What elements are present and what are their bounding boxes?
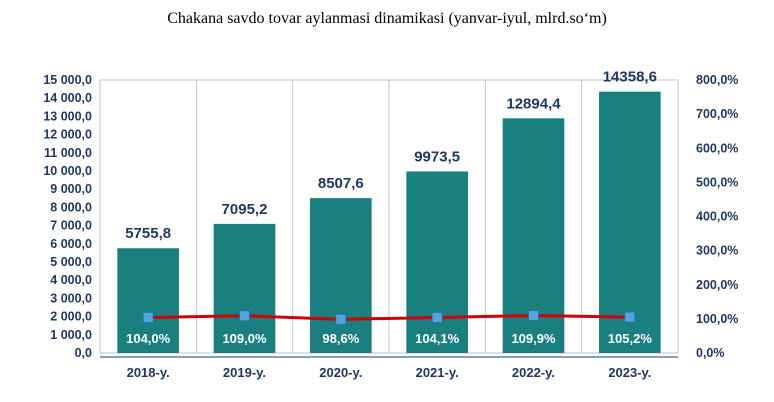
- left-axis-tick-label: 8 000,0: [50, 200, 92, 214]
- left-axis-tick-label: 14 000,0: [43, 91, 92, 105]
- right-axis-tick-label: 100,0%: [696, 312, 738, 326]
- right-axis-tick-label: 800,0%: [696, 73, 738, 87]
- left-axis-tick-label: 6 000,0: [50, 237, 92, 251]
- left-axis-tick-label: 4 000,0: [50, 273, 92, 287]
- right-axis-tick-label: 700,0%: [696, 107, 738, 121]
- bar-value-label: 12894,4: [506, 95, 561, 112]
- line-marker: [528, 310, 539, 321]
- line-marker: [431, 312, 443, 323]
- line-value-label: 98,6%: [322, 331, 359, 346]
- right-axis-tick-label: 400,0%: [696, 210, 738, 224]
- line-value-label: 109,0%: [222, 331, 267, 346]
- line-marker: [239, 310, 250, 322]
- bar-value-label: 14358,6: [603, 69, 657, 86]
- left-axis-tick-label: 11 000,0: [44, 146, 92, 160]
- bar-value-label: 9973,5: [414, 148, 460, 165]
- category-label: 2020-y.: [319, 365, 362, 380]
- category-label: 2021-y.: [416, 365, 459, 380]
- left-axis-tick-label: 10 000,0: [43, 164, 92, 178]
- right-axis-tick-label: 300,0%: [696, 244, 738, 258]
- left-axis-tick-label: 7 000,0: [50, 219, 92, 233]
- category-label: 2019-y.: [223, 365, 266, 380]
- line-marker: [335, 313, 347, 325]
- category-label: 2023-y.: [608, 365, 651, 380]
- bar-value-label: 8507,6: [318, 175, 364, 192]
- line-marker: [624, 311, 636, 323]
- left-axis-tick-label: 0,0: [75, 346, 92, 360]
- left-axis-tick-label: 15 000,0: [43, 73, 92, 87]
- bar-value-label: 5755,8: [125, 225, 171, 242]
- category-label: 2022-y.: [512, 365, 555, 380]
- line-marker: [142, 312, 154, 323]
- bar: [599, 91, 661, 354]
- category-label: 2018-y.: [127, 365, 170, 380]
- left-axis-tick-label: 13 000,0: [43, 109, 92, 123]
- left-axis-tick-label: 1 000,0: [50, 328, 92, 342]
- left-axis-tick-label: 9 000,0: [50, 182, 92, 196]
- right-axis-tick-label: 600,0%: [696, 141, 738, 155]
- left-axis-tick-label: 12 000,0: [43, 128, 92, 142]
- line-value-label: 105,2%: [608, 331, 653, 346]
- bar: [213, 223, 276, 353]
- right-axis-tick-label: 200,0%: [696, 278, 738, 292]
- chart-title: Chakana savdo tovar aylanmasi dinamikasi…: [167, 10, 607, 27]
- line-value-label: 104,1%: [415, 331, 460, 346]
- left-axis-tick-label: 5 000,0: [50, 255, 92, 269]
- bar: [406, 171, 468, 353]
- bar: [117, 248, 179, 353]
- right-axis-tick-label: 0,0%: [696, 346, 725, 360]
- right-axis-tick-label: 500,0%: [696, 175, 738, 189]
- line-value-label: 104,0%: [126, 331, 171, 346]
- line-value-label: 109,9%: [511, 331, 556, 346]
- bar: [310, 198, 372, 353]
- bar-value-label: 7095,2: [222, 201, 268, 218]
- line-series: [148, 313, 630, 321]
- left-axis-tick-label: 3 000,0: [50, 291, 92, 305]
- left-axis-tick-label: 2 000,0: [50, 310, 92, 324]
